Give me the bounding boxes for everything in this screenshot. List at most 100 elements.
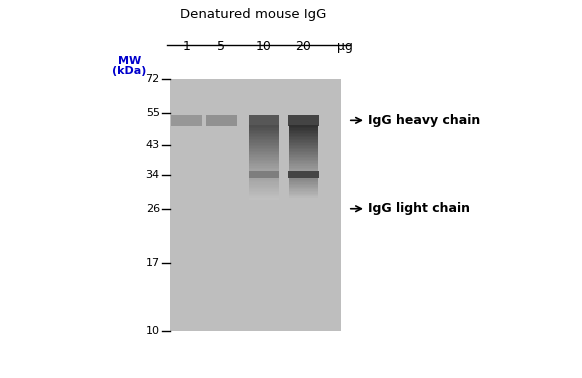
Bar: [172, 115, 203, 126]
Bar: [289, 137, 318, 139]
Bar: [289, 131, 318, 133]
Bar: [250, 191, 279, 192]
Bar: [289, 133, 318, 135]
Bar: [250, 152, 279, 155]
Bar: [289, 130, 318, 132]
Bar: [250, 149, 279, 152]
Bar: [289, 197, 318, 198]
Bar: [250, 139, 279, 141]
Bar: [289, 198, 318, 200]
Bar: [250, 166, 279, 168]
Bar: [250, 127, 279, 129]
Bar: [289, 125, 318, 127]
Text: IgG light chain: IgG light chain: [368, 202, 470, 215]
Bar: [288, 171, 319, 178]
Text: 26: 26: [146, 204, 160, 214]
Bar: [289, 143, 318, 146]
Text: μg: μg: [337, 40, 353, 53]
Bar: [289, 169, 318, 171]
Bar: [289, 164, 318, 167]
Bar: [250, 131, 279, 133]
Bar: [289, 149, 318, 152]
Bar: [289, 167, 318, 170]
Bar: [250, 154, 279, 156]
Bar: [289, 180, 318, 181]
Bar: [250, 160, 279, 162]
Bar: [205, 115, 236, 126]
Bar: [289, 188, 318, 190]
Bar: [250, 197, 279, 198]
Bar: [250, 194, 279, 195]
Bar: [289, 163, 318, 165]
Bar: [289, 191, 318, 192]
Text: 34: 34: [146, 169, 160, 180]
Bar: [289, 184, 318, 186]
Bar: [289, 155, 318, 158]
Text: 1: 1: [183, 40, 191, 53]
Bar: [289, 140, 318, 143]
Bar: [289, 154, 318, 156]
Bar: [289, 178, 318, 180]
Bar: [250, 146, 279, 149]
Bar: [250, 140, 279, 143]
Bar: [250, 155, 279, 158]
Bar: [250, 148, 279, 150]
Bar: [250, 185, 279, 187]
Text: IgG heavy chain: IgG heavy chain: [368, 114, 480, 127]
Bar: [250, 137, 279, 139]
Bar: [289, 145, 318, 147]
Bar: [250, 130, 279, 132]
Bar: [289, 134, 318, 136]
Bar: [249, 115, 279, 126]
Bar: [250, 161, 279, 164]
Bar: [250, 178, 279, 180]
Bar: [250, 180, 279, 181]
Bar: [250, 128, 279, 130]
Bar: [250, 143, 279, 146]
Bar: [289, 185, 318, 187]
Bar: [250, 189, 279, 191]
Bar: [250, 187, 279, 188]
Bar: [250, 188, 279, 190]
Text: Denatured mouse IgG: Denatured mouse IgG: [180, 8, 326, 21]
Bar: [250, 169, 279, 171]
Bar: [250, 125, 279, 127]
Bar: [250, 192, 279, 194]
Text: 17: 17: [146, 258, 160, 268]
Bar: [288, 115, 319, 126]
Bar: [250, 167, 279, 170]
Bar: [289, 166, 318, 168]
Bar: [289, 136, 318, 138]
Bar: [250, 145, 279, 147]
Bar: [289, 152, 318, 155]
Bar: [289, 127, 318, 129]
Bar: [250, 133, 279, 135]
Bar: [289, 194, 318, 195]
Bar: [289, 187, 318, 188]
Bar: [250, 163, 279, 165]
Bar: [289, 189, 318, 191]
Text: 10: 10: [256, 40, 272, 53]
Bar: [289, 128, 318, 130]
Bar: [249, 171, 279, 178]
Bar: [250, 181, 279, 183]
Bar: [289, 157, 318, 159]
Text: 20: 20: [296, 40, 311, 53]
Bar: [250, 183, 279, 184]
Bar: [250, 164, 279, 167]
Bar: [289, 148, 318, 150]
Bar: [289, 192, 318, 194]
Bar: [289, 139, 318, 141]
Bar: [250, 142, 279, 144]
Bar: [250, 158, 279, 161]
Bar: [250, 184, 279, 186]
Bar: [289, 195, 318, 197]
Bar: [289, 183, 318, 184]
Bar: [289, 158, 318, 161]
Text: 5: 5: [217, 40, 225, 53]
Bar: [250, 198, 279, 200]
Text: 10: 10: [146, 325, 160, 336]
Bar: [250, 195, 279, 197]
Bar: [289, 161, 318, 164]
Text: 72: 72: [146, 74, 160, 84]
